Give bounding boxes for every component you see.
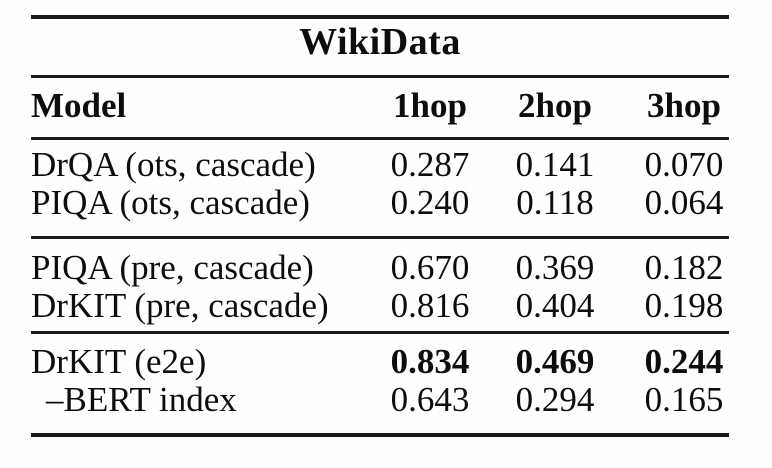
column-header-1hop: 1hop — [393, 86, 467, 125]
hop3-cell: 0.244 — [644, 342, 724, 381]
horizontal-rule — [31, 331, 729, 334]
hop2-cell: 0.469 — [515, 342, 595, 381]
column-header-model: Model — [31, 86, 127, 125]
hop1-cell: 0.643 — [390, 380, 470, 419]
hop2-cell: 0.294 — [515, 380, 595, 419]
hop1-cell: 0.670 — [390, 248, 470, 287]
model-cell: PIQA (pre, cascade) — [31, 248, 314, 287]
top-rule — [31, 15, 729, 19]
hop2-cell: 0.118 — [516, 183, 594, 222]
hop3-cell: 0.165 — [644, 380, 724, 419]
model-cell: DrQA (ots, cascade) — [31, 145, 316, 184]
table-row: PIQA (ots, cascade) 0.240 0.118 0.064 — [31, 184, 753, 222]
table-header-row: Model 1hop 2hop 3hop — [31, 87, 753, 125]
horizontal-rule — [31, 236, 729, 239]
bottom-rule — [31, 433, 729, 437]
table-row: –BERT index 0.643 0.294 0.165 — [31, 381, 753, 419]
hop3-cell: 0.182 — [644, 248, 724, 287]
hop1-cell: 0.834 — [390, 342, 470, 381]
hop1-cell: 0.287 — [390, 145, 470, 184]
horizontal-rule — [31, 75, 729, 78]
hop1-cell: 0.240 — [390, 183, 470, 222]
table-row: DrQA (ots, cascade) 0.287 0.141 0.070 — [31, 146, 753, 184]
column-header-2hop: 2hop — [518, 86, 592, 125]
hop3-cell: 0.070 — [644, 145, 724, 184]
table-row: DrKIT (pre, cascade) 0.816 0.404 0.198 — [31, 287, 753, 325]
table-row: DrKIT (e2e) 0.834 0.469 0.244 — [31, 343, 753, 381]
table-title: WikiData — [299, 21, 461, 63]
hop2-cell: 0.369 — [515, 248, 595, 287]
model-cell: –BERT index — [46, 380, 237, 419]
hop3-cell: 0.198 — [644, 286, 724, 325]
table-row: PIQA (pre, cascade) 0.670 0.369 0.182 — [31, 249, 753, 287]
hop2-cell: 0.141 — [515, 145, 595, 184]
hop1-cell: 0.816 — [390, 286, 470, 325]
column-header-3hop: 3hop — [647, 86, 721, 125]
horizontal-rule — [31, 137, 729, 140]
hop2-cell: 0.404 — [515, 286, 595, 325]
model-cell: DrKIT (pre, cascade) — [31, 286, 329, 325]
hop3-cell: 0.064 — [644, 183, 724, 222]
model-cell: DrKIT (e2e) — [31, 342, 207, 381]
model-cell: PIQA (ots, cascade) — [31, 183, 310, 222]
